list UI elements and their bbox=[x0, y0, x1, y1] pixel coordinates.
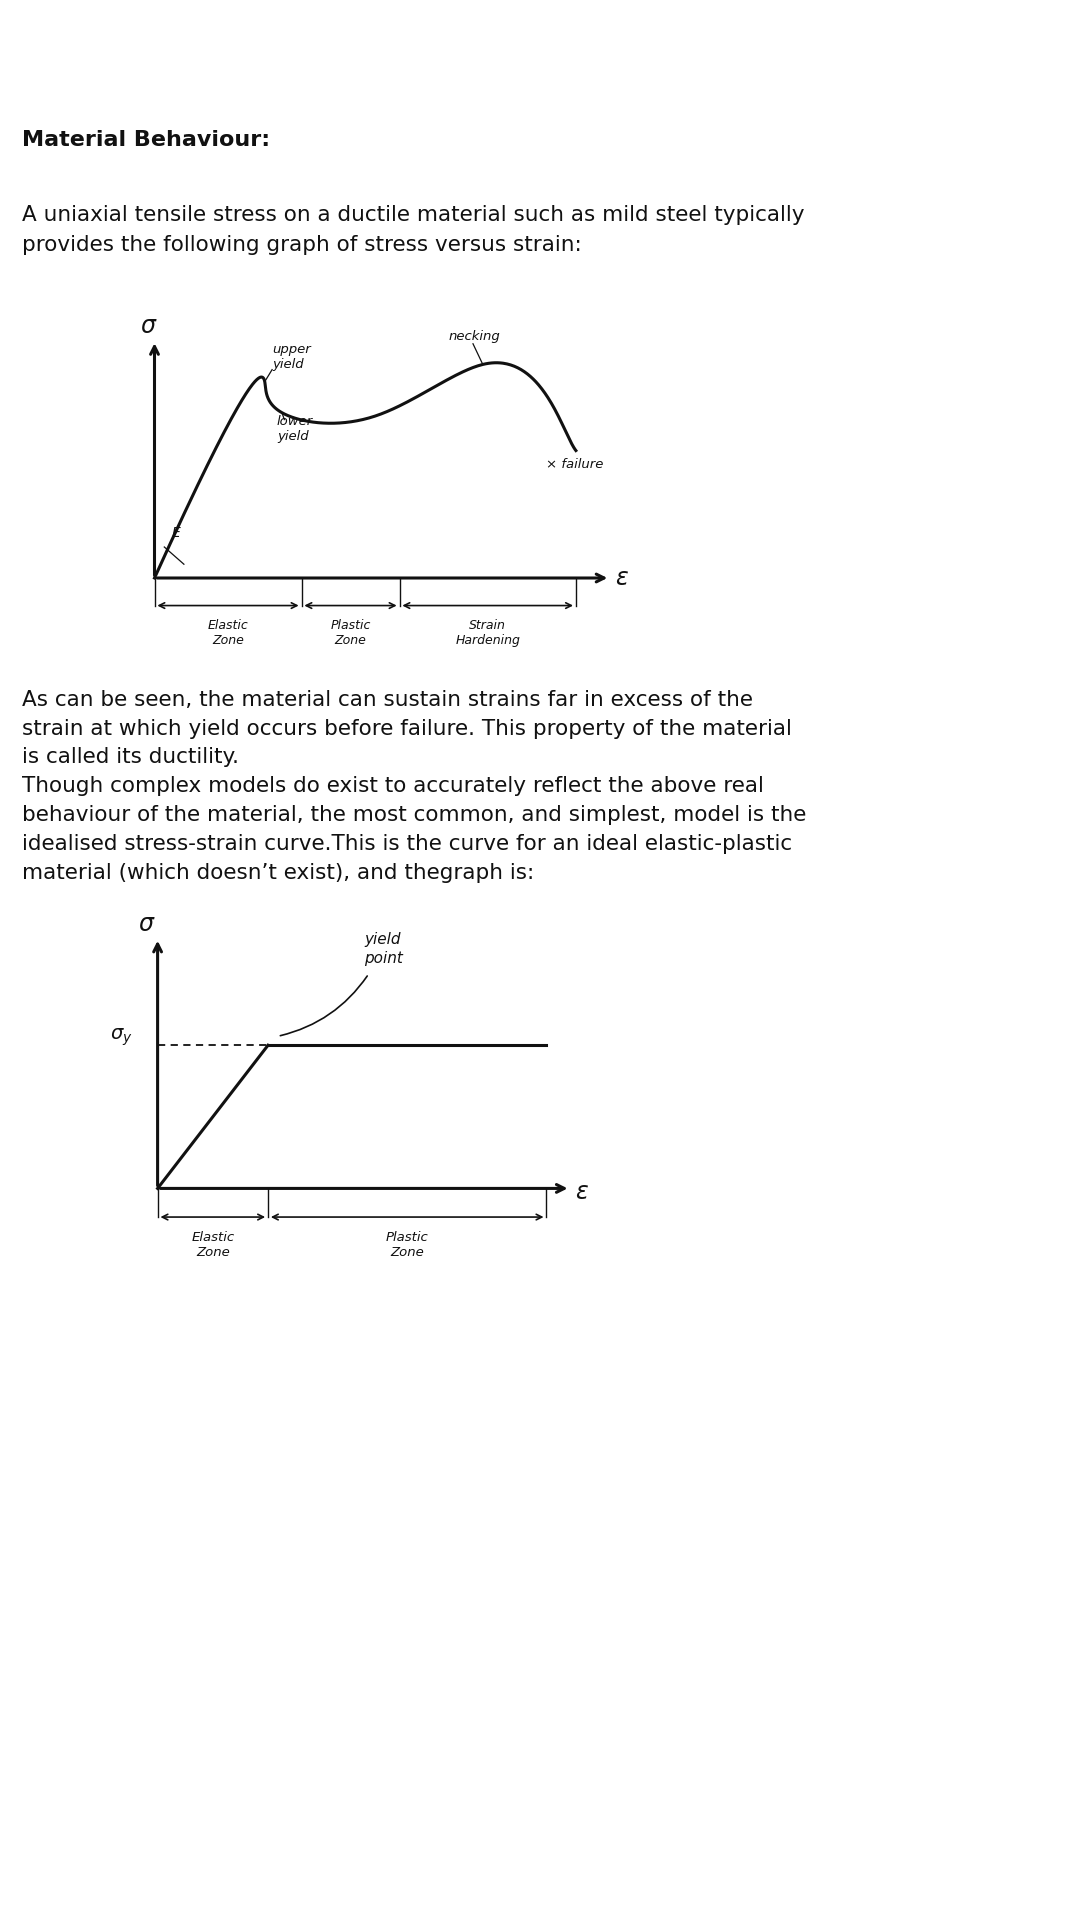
Text: × failure: × failure bbox=[546, 457, 604, 470]
Text: $\varepsilon$: $\varepsilon$ bbox=[576, 1181, 589, 1204]
Text: Plastic
Zone: Plastic Zone bbox=[330, 620, 370, 647]
Text: $\sigma_y$: $\sigma_y$ bbox=[109, 1027, 132, 1048]
Text: Development of Plastic Analysis: Development of Plastic Analysis bbox=[27, 33, 706, 67]
Text: lower
yield: lower yield bbox=[276, 415, 313, 444]
Text: Strain
Hardening: Strain Hardening bbox=[456, 620, 521, 647]
Text: necking: necking bbox=[448, 330, 500, 344]
Text: yield
point: yield point bbox=[364, 933, 403, 966]
Text: As can be seen, the material can sustain strains far in excess of the
strain at : As can be seen, the material can sustain… bbox=[22, 689, 807, 883]
Text: Material Behaviour:: Material Behaviour: bbox=[22, 131, 270, 150]
Text: $\sigma$: $\sigma$ bbox=[139, 315, 158, 338]
Text: Elastic
Zone: Elastic Zone bbox=[207, 620, 248, 647]
Text: Elastic
Zone: Elastic Zone bbox=[191, 1231, 234, 1260]
Text: A uniaxial tensile stress on a ductile material such as mild steel typically
pro: A uniaxial tensile stress on a ductile m… bbox=[22, 205, 805, 255]
Text: E: E bbox=[172, 526, 180, 540]
Text: $\sigma$: $\sigma$ bbox=[138, 912, 156, 935]
Text: upper
yield: upper yield bbox=[272, 344, 311, 371]
Text: Plastic
Zone: Plastic Zone bbox=[386, 1231, 429, 1260]
Text: $\varepsilon$: $\varepsilon$ bbox=[616, 566, 629, 589]
